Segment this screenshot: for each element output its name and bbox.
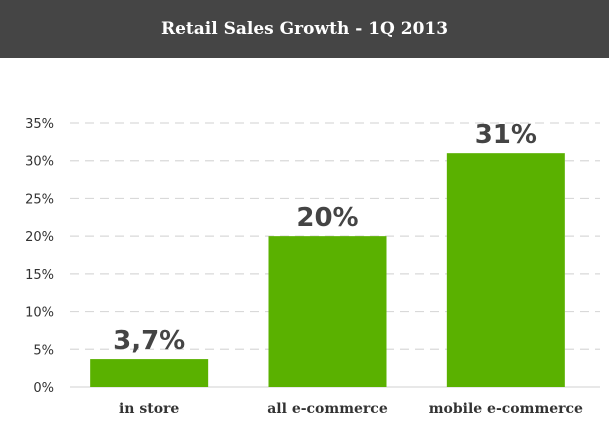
bar-chart: 0% 5% 10% 15% 20% 25% 30% 35% 3,7% 20% 31% in sto… (25, 117, 600, 417)
data-label: 20% (296, 203, 358, 233)
category-label: all e-commerce (267, 401, 388, 417)
y-axis-ticks: 0% 5% 10% 15% 20% 25% 30% 35% (25, 117, 54, 396)
bar-mobile-e-commerce (446, 153, 565, 387)
bar-in-store (90, 359, 209, 387)
chart-title: Retail Sales Growth - 1Q 2013 (160, 19, 449, 39)
y-tick-label: 15% (25, 268, 54, 283)
bar-all-e-commerce (268, 236, 387, 387)
y-tick-label: 35% (25, 117, 54, 132)
category-label: in store (119, 401, 179, 417)
bars (90, 153, 565, 387)
y-tick-label: 10% (25, 306, 54, 321)
y-tick-label: 30% (25, 155, 54, 170)
x-axis-categories: in store all e-commerce mobile e-commerce (119, 401, 583, 417)
y-tick-label: 25% (25, 192, 54, 207)
title-bar: Retail Sales Growth - 1Q 2013 (0, 0, 609, 58)
data-label: 3,7% (113, 326, 185, 356)
data-label: 31% (475, 120, 537, 150)
category-label: mobile e-commerce (429, 401, 583, 417)
y-tick-label: 5% (33, 343, 54, 358)
y-tick-label: 0% (33, 381, 54, 396)
data-labels: 3,7% 20% 31% (113, 120, 537, 356)
y-tick-label: 20% (25, 230, 54, 245)
